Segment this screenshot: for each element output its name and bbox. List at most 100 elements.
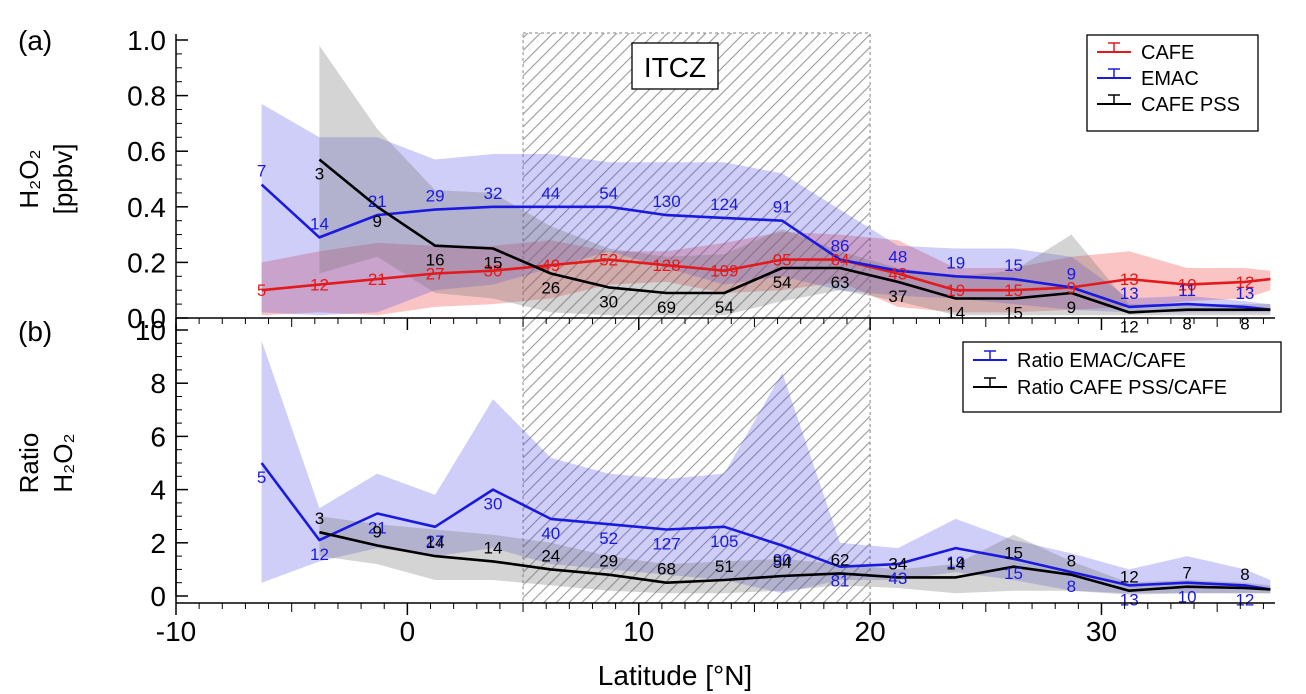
data-label-cafe: 30 [484, 262, 503, 281]
band-emac-p1 [261, 340, 1271, 594]
y-tick-label: 8 [150, 368, 166, 399]
data-label-cafe: 128 [652, 256, 680, 275]
data-label-emac: 7 [257, 162, 266, 181]
data-label-pss: 26 [541, 279, 560, 298]
y-tick-label: 0.8 [127, 81, 166, 112]
data-label-emac: 21 [368, 519, 387, 538]
y-axis-title-line1-p1: Ratio [14, 433, 44, 494]
y-tick-label: 2 [150, 528, 166, 559]
band-cafe-p0 [261, 231, 1271, 316]
legend-label-emac: Ratio EMAC/CAFE [1017, 350, 1186, 372]
data-label-pss: 3 [315, 165, 324, 184]
data-label-cafe: 9 [1067, 278, 1076, 297]
x-axis-title: Latitude [°N] [598, 660, 752, 691]
data-label-pss: 37 [888, 287, 907, 306]
data-label-pss: 3 [315, 509, 324, 528]
data-label-cafe: 5 [257, 281, 266, 300]
y-axis-title-line2-p1: H₂O₂ [48, 433, 78, 492]
axes-layer: 0.00.20.40.60.81.0(a)H₂O₂ [ppbv]0246810(b… [14, 25, 1275, 691]
data-label-pss: 12 [1120, 317, 1139, 336]
data-label-emac: 91 [773, 198, 792, 217]
data-label-emac: 86 [831, 237, 850, 256]
y-tick-label: 6 [150, 421, 166, 452]
uncertainty-bands-layer [261, 45, 1271, 595]
data-label-pss: 30 [599, 292, 618, 311]
data-label-pss: 24 [541, 546, 560, 565]
y-tick-label: 4 [150, 475, 166, 506]
band-emac-p0 [261, 103, 1271, 316]
legend-label-pss: Ratio CAFE PSS/CAFE [1017, 377, 1227, 399]
data-label-emac: 44 [541, 184, 560, 203]
data-label-cafe: 27 [426, 265, 445, 284]
y-tick-label: 0.2 [127, 247, 166, 278]
data-label-emac: 21 [368, 192, 387, 211]
y-axis-title-line1-p0: H₂O₂ [14, 149, 44, 208]
data-label-pss: 62 [831, 550, 850, 569]
line-cafe-p0 [261, 258, 1271, 292]
data-label-pss: 8 [1182, 315, 1191, 334]
data-label-pss: 8 [1240, 565, 1249, 584]
data-label-cafe: 109 [710, 262, 738, 281]
data-label-emac: 12 [1235, 590, 1254, 609]
data-label-pss: 7 [1182, 564, 1191, 583]
x-tick-label: -10 [156, 616, 196, 647]
data-label-cafe: 10 [1178, 276, 1197, 295]
line-pss-p0 [318, 158, 1271, 314]
data-label-emac: 40 [541, 524, 560, 543]
data-label-cafe: 21 [368, 270, 387, 289]
data-label-pss: 54 [715, 298, 734, 317]
data-label-pss: 29 [599, 552, 618, 571]
line-emac-p1 [260, 462, 1271, 591]
y-tick-label: 0.6 [127, 136, 166, 167]
y-tick-label: 10 [135, 315, 166, 346]
band-pss-p1 [319, 516, 1271, 595]
data-label-pss: 16 [426, 251, 445, 270]
data-label-emac: 32 [484, 184, 503, 203]
data-label-emac: 127 [652, 535, 680, 554]
data-label-emac: 48 [888, 248, 907, 267]
y-tick-label: 1.0 [127, 25, 166, 56]
data-label-emac: 9 [1067, 264, 1076, 283]
data-label-emac: 90 [773, 550, 792, 569]
data-label-emac: 19 [946, 553, 965, 572]
data-label-emac: 124 [710, 195, 738, 214]
legend-label-cafe: CAFE [1141, 42, 1194, 64]
data-label-cafe: 95 [773, 251, 792, 270]
line-pss-p1 [319, 530, 1271, 593]
data-label-cafe: 64 [831, 251, 850, 270]
data-label-emac: 8 [1067, 577, 1076, 596]
data-label-pss: 34 [888, 554, 907, 573]
panel-label-0: (a) [18, 25, 52, 56]
data-label-pss: 9 [1067, 298, 1076, 317]
data-label-emac: 52 [599, 529, 618, 548]
data-label-emac: 5 [257, 468, 266, 487]
data-label-emac: 13 [1120, 284, 1139, 303]
data-label-emac: 27 [426, 532, 445, 551]
data-label-pss: 63 [831, 273, 850, 292]
band-pss-p0 [319, 45, 1271, 316]
legends-layer: CAFE EMAC CAFE PSS Ratio EMAC/CAFE Ratio CAF… [962, 34, 1282, 413]
data-label-pss: 54 [773, 273, 792, 292]
data-label-emac: 19 [946, 253, 965, 272]
data-label-pss: 12 [1120, 568, 1139, 587]
itcz-label: ITCZ [644, 52, 706, 83]
data-label-cafe: 15 [1004, 281, 1023, 300]
data-label-emac: 10 [1178, 588, 1197, 607]
legend-box-p1 [962, 341, 1282, 413]
y-axis-title-line2-p0: [ppbv] [48, 144, 78, 215]
data-label-pss: 15 [1004, 544, 1023, 563]
data-label-pss: 69 [657, 298, 676, 317]
data-label-cafe: 52 [599, 251, 618, 270]
data-label-emac: 54 [599, 184, 618, 203]
data-label-emac: 14 [310, 214, 329, 233]
data-label-emac: 13 [1120, 590, 1139, 609]
itcz-label-box [631, 42, 719, 90]
data-label-pss: 54 [773, 553, 792, 572]
data-label-pss: 8 [1240, 315, 1249, 334]
data-label-emac: 15 [1004, 564, 1023, 583]
legend-label-emac: EMAC [1141, 68, 1199, 90]
x-tick-label: 20 [855, 616, 886, 647]
data-label-pss: 15 [484, 254, 503, 273]
data-label-emac: 43 [888, 569, 907, 588]
y-tick-label: 0.4 [127, 192, 166, 223]
